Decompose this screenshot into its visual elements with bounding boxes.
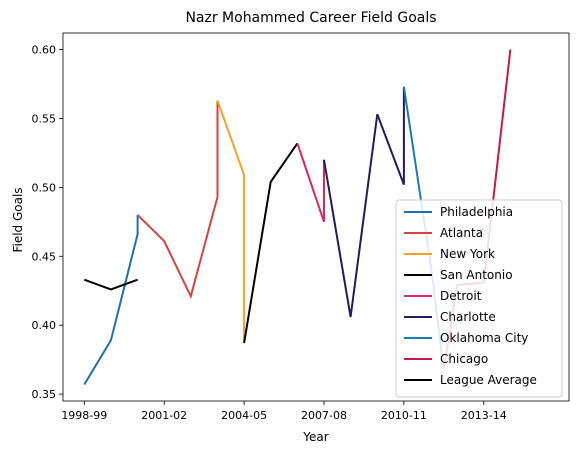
legend-label: Detroit bbox=[440, 289, 482, 303]
legend-box bbox=[395, 199, 563, 398]
y-tick-label: 0.35 bbox=[32, 388, 57, 401]
x-tick-label: 2013-14 bbox=[461, 409, 507, 422]
series-line-1 bbox=[136, 100, 219, 300]
x-axis-label: Year bbox=[302, 430, 328, 444]
y-tick-label: 0.50 bbox=[32, 181, 57, 194]
legend-label: Philadelphia bbox=[440, 205, 513, 219]
ticks-layer: 1998-99 2001-02 2004-05 2007-08 2010-11 2013-… bbox=[32, 44, 507, 422]
legend-label: Atlanta bbox=[440, 226, 483, 240]
legend: Philadelphia Atlanta New York San Antonio De… bbox=[395, 199, 563, 398]
legend-label: San Antonio bbox=[440, 268, 513, 282]
series-line-8 bbox=[83, 278, 138, 291]
x-tick-label: 1998-99 bbox=[61, 409, 107, 422]
y-tick-label: 0.60 bbox=[32, 44, 57, 57]
series-line-5 bbox=[323, 86, 405, 318]
x-tick-label: 2004-05 bbox=[221, 409, 267, 422]
legend-label: Oklahoma City bbox=[440, 331, 528, 345]
y-tick-label: 0.55 bbox=[32, 112, 57, 125]
series-line-0 bbox=[83, 214, 139, 386]
y-axis-label: Field Goals bbox=[11, 187, 25, 252]
legend-label: Chicago bbox=[440, 352, 488, 366]
y-tick-label: 0.40 bbox=[32, 319, 57, 332]
x-tick-label: 2001-02 bbox=[141, 409, 187, 422]
x-tick-label: 2010-11 bbox=[381, 409, 427, 422]
legend-label: League Average bbox=[440, 373, 537, 387]
legend-label: Charlotte bbox=[440, 310, 496, 324]
chart-title: Nazr Mohammed Career Field Goals bbox=[185, 10, 436, 26]
series-line-3 bbox=[243, 142, 299, 344]
y-tick-label: 0.45 bbox=[32, 250, 57, 263]
axes-frame bbox=[62, 32, 570, 402]
series-line-4 bbox=[296, 142, 325, 223]
plot-frame bbox=[62, 32, 570, 402]
series-line-2 bbox=[216, 100, 246, 344]
x-tick-label: 2007-08 bbox=[301, 409, 347, 422]
legend-label: New York bbox=[440, 247, 495, 261]
